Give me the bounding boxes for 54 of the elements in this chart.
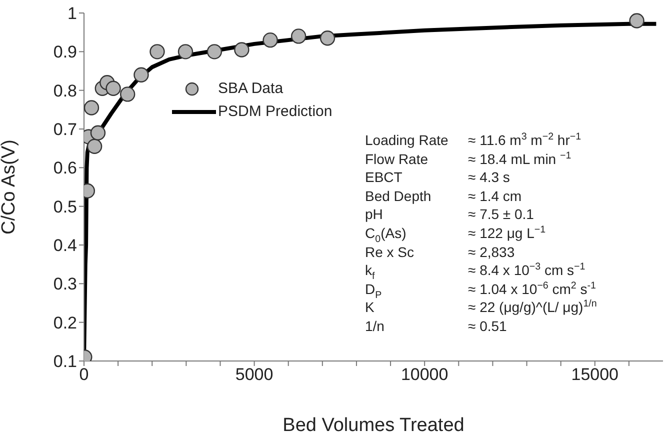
point: [134, 67, 149, 82]
point: [178, 44, 194, 60]
annotation: ≈ 1.04 x 10$^{−6}$ cm$^{2}$ s$^{-1}$: [468, 280, 597, 298]
y-tick-label: 0.3: [53, 274, 77, 294]
point: [320, 30, 336, 46]
annotation: Bed Depth: [365, 186, 432, 206]
x-tick-label: 0: [79, 365, 89, 384]
annotation: EBCT: [365, 168, 404, 187]
y-tick-label: 0.2: [53, 313, 77, 332]
annotation: Re x Sc: [365, 242, 416, 262]
y-tick-label: 0.6: [53, 158, 77, 178]
point: [629, 13, 644, 28]
y-tick-label: 0.4: [53, 236, 77, 256]
point: [120, 86, 136, 102]
annotation: ≈ 2,833: [468, 242, 516, 262]
x-axis-title: Bed Volumes Treated: [282, 415, 464, 435]
annotation: Loading Rate: [365, 131, 450, 150]
point: [150, 44, 165, 60]
point: [206, 44, 222, 60]
y-tick-label: 0.5: [53, 197, 77, 216]
point: [290, 28, 306, 44]
annotation: C$_{0}$(As): [365, 224, 408, 245]
point: [234, 42, 250, 58]
y-tick-label: 0.1: [53, 352, 77, 372]
annotation: ≈ 18.4 mL min $^{−1}$: [468, 150, 572, 168]
annotation: D$_{P}$: [365, 280, 383, 301]
annotation: k$_{f}$: [365, 261, 376, 282]
legend-label: SBA Data: [218, 80, 284, 97]
annotation: Flow Rate: [365, 150, 430, 168]
point: [86, 138, 102, 154]
annotation: ≈ 4.3 s: [468, 168, 511, 187]
annotation: ≈ 7.5 ± 0.1: [468, 205, 535, 224]
annotation: ≈ 8.4 x 10$^{−3}$ cm s$^{−1}$: [468, 261, 586, 280]
annotation: pH: [365, 205, 384, 224]
y-axis-title: C/Co As(V): [0, 139, 20, 235]
annotation: K: [365, 299, 374, 316]
y-tick-label: 0.7: [53, 120, 77, 140]
point: [106, 80, 121, 96]
x-tick-label: 10000: [400, 365, 448, 384]
y-tick-label: 0.8: [53, 81, 77, 100]
point: [90, 125, 106, 140]
point: [262, 32, 278, 48]
legend-label: PSDM Prediction: [218, 103, 332, 120]
annotation: ≈ 22 (μg/g)^(L/ μg)$^{1/n}$: [468, 298, 597, 317]
annotation: 1/n: [365, 316, 386, 336]
annotation: ≈ 11.6 m$^{3}$ m$^{−2}$ hr$^{−1}$: [468, 131, 582, 150]
point: [84, 100, 100, 116]
annotation: ≈ 0.51: [468, 316, 508, 336]
x-tick-label: 15000: [571, 365, 619, 384]
x-tick-label: 5000: [235, 365, 274, 384]
y-tick-label: 1: [68, 4, 77, 24]
y-tick-label: 0.9: [53, 42, 77, 62]
annotation: ≈ 122 μg L$^{−1}$: [468, 224, 547, 243]
annotation: ≈ 1.4 cm: [468, 186, 523, 206]
